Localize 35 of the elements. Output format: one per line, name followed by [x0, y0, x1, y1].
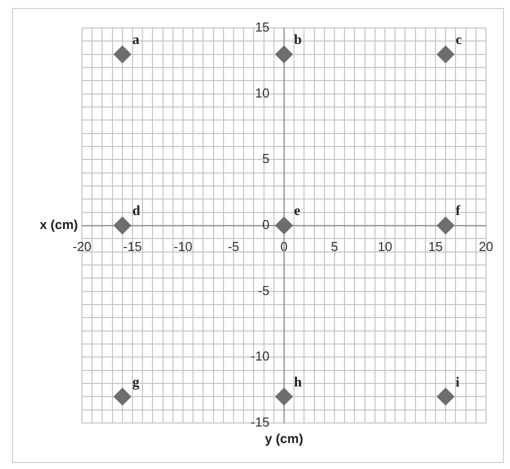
annotation: g: [132, 375, 140, 390]
x-tick-label: -15: [123, 238, 142, 254]
annotation: a: [132, 32, 140, 48]
x-tick-label: -5: [228, 238, 240, 254]
x-tick-label: -20: [72, 238, 92, 254]
y-tick-label: -5: [258, 282, 284, 298]
y-tick-label: 0: [262, 217, 284, 232]
y-tick-label: -10: [250, 348, 284, 364]
point: [275, 216, 293, 234]
annotation: i: [456, 375, 460, 390]
x-tick-label: -10: [174, 238, 192, 254]
annotation: f: [456, 204, 461, 220]
point: [113, 216, 132, 234]
point: [275, 388, 293, 406]
point: [113, 388, 132, 406]
y-tick-label: 10: [255, 85, 284, 100]
y-tick-label: 5: [262, 151, 284, 166]
annotation: e: [294, 204, 300, 220]
x-tick-label: 10: [378, 238, 392, 254]
x-tick-label: 20: [478, 238, 494, 254]
point: [436, 45, 455, 64]
x-tick-label: 15: [428, 238, 443, 254]
y-axis-title: x (cm): [40, 217, 78, 232]
annotation: b: [294, 32, 302, 48]
point: [436, 216, 455, 234]
y-tick-label: 15: [255, 20, 284, 35]
x-axis-title: y (cm): [264, 431, 304, 446]
point: [275, 45, 293, 64]
annotation: c: [456, 32, 462, 48]
annotation: h: [294, 375, 302, 390]
x-tick-label: 5: [330, 238, 338, 254]
point: [436, 388, 455, 406]
annotation: d: [132, 204, 140, 220]
y-tick-label: -15: [250, 414, 284, 430]
point: [113, 45, 132, 64]
